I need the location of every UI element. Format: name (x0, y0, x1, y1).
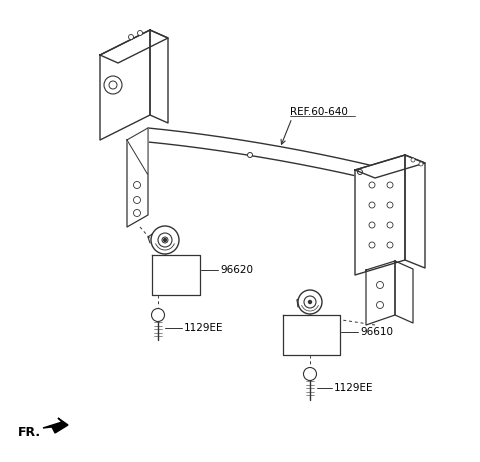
Polygon shape (127, 128, 148, 175)
Polygon shape (127, 128, 148, 227)
Circle shape (248, 152, 252, 158)
Polygon shape (395, 261, 413, 323)
Polygon shape (366, 261, 395, 325)
Circle shape (303, 367, 316, 381)
Polygon shape (283, 315, 340, 355)
Circle shape (137, 30, 143, 36)
Circle shape (419, 162, 423, 166)
Text: REF.60-640: REF.60-640 (290, 107, 348, 117)
Polygon shape (148, 128, 390, 184)
Circle shape (376, 281, 384, 288)
Circle shape (387, 182, 393, 188)
Circle shape (387, 202, 393, 208)
Circle shape (387, 242, 393, 248)
Circle shape (133, 209, 141, 217)
Circle shape (129, 35, 133, 39)
Circle shape (369, 202, 375, 208)
Circle shape (298, 290, 322, 314)
Polygon shape (43, 418, 68, 433)
Circle shape (133, 182, 141, 188)
Polygon shape (150, 30, 168, 123)
Polygon shape (405, 155, 425, 268)
Circle shape (387, 222, 393, 228)
Polygon shape (100, 30, 168, 63)
Circle shape (304, 296, 316, 308)
Polygon shape (100, 30, 150, 140)
Circle shape (369, 182, 375, 188)
Circle shape (309, 300, 312, 304)
Polygon shape (355, 155, 425, 178)
Circle shape (109, 81, 117, 89)
Circle shape (151, 226, 179, 254)
Polygon shape (152, 255, 200, 295)
Circle shape (411, 158, 415, 162)
Text: 96620: 96620 (220, 265, 253, 275)
Circle shape (104, 76, 122, 94)
Circle shape (376, 302, 384, 309)
Text: 1129EE: 1129EE (184, 323, 224, 333)
Circle shape (358, 170, 362, 175)
Text: FR.: FR. (18, 426, 41, 438)
Circle shape (133, 196, 141, 203)
Text: 1129EE: 1129EE (334, 383, 373, 393)
Text: 96610: 96610 (360, 327, 393, 337)
Circle shape (162, 237, 168, 243)
Circle shape (164, 238, 167, 242)
Circle shape (152, 309, 165, 322)
Polygon shape (355, 155, 405, 275)
Circle shape (369, 242, 375, 248)
Circle shape (369, 222, 375, 228)
Circle shape (158, 233, 172, 247)
